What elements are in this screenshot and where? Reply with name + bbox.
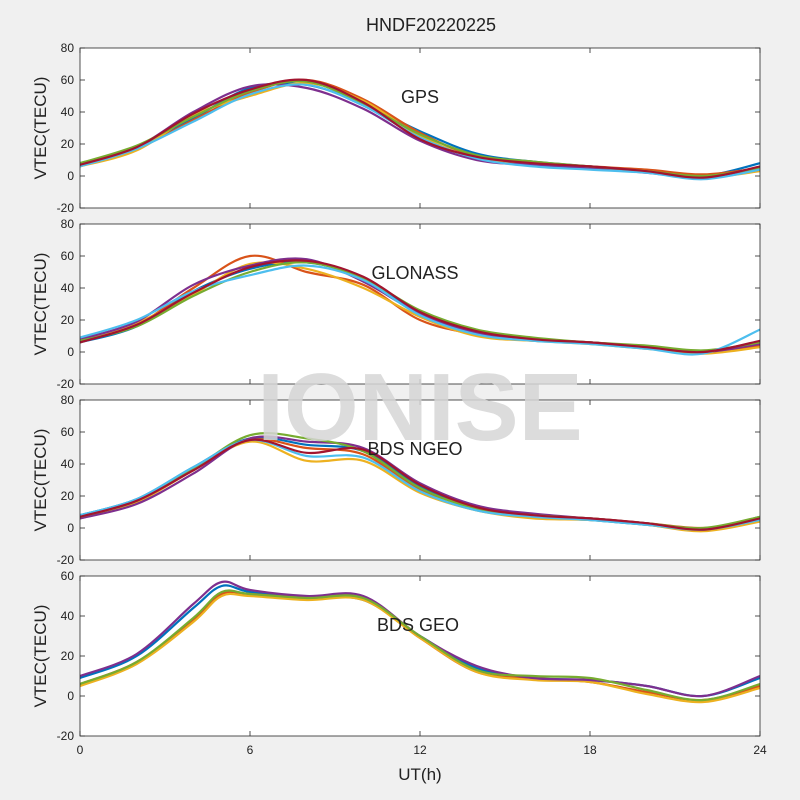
y-tick-label: 0 [67, 521, 74, 535]
series-line [80, 438, 760, 531]
series-line [80, 592, 760, 704]
y-axis-label: VTEC(TECU) [31, 253, 50, 356]
series-line [80, 264, 760, 356]
plot-area [80, 48, 760, 208]
y-tick-label: 80 [61, 393, 75, 407]
series-line [80, 78, 760, 176]
x-tick-label: 24 [753, 743, 767, 757]
plot-area [80, 576, 760, 736]
panel-label: BDS NGEO [367, 439, 462, 459]
plot-area [80, 224, 760, 384]
y-tick-label: 0 [67, 345, 74, 359]
y-tick-label: 40 [61, 609, 75, 623]
y-tick-label: -20 [57, 377, 75, 391]
y-tick-label: 0 [67, 689, 74, 703]
figure-title: HNDF20220225 [366, 15, 496, 35]
y-tick-label: -20 [57, 553, 75, 567]
y-tick-label: 20 [61, 137, 75, 151]
series-group [80, 78, 760, 181]
panel-0: -20 0 20 40 60 80 VTEC(TECU) GPS [31, 41, 761, 215]
y-tick-label: 60 [61, 569, 75, 583]
y-tick-label: 40 [61, 457, 75, 471]
series-line [80, 83, 760, 181]
panel-1: -20 0 20 40 60 80 VTEC(TECU) GLONASS [31, 217, 761, 391]
y-tick-label: 20 [61, 649, 75, 663]
x-tick-label: 6 [247, 743, 254, 757]
x-tick-label: 18 [583, 743, 597, 757]
series-line [80, 589, 760, 702]
y-axis-label: VTEC(TECU) [31, 77, 50, 180]
panel-label: GPS [401, 87, 439, 107]
series-group [80, 254, 760, 356]
watermark: IONISE [257, 354, 582, 461]
y-tick-label: 20 [61, 313, 75, 327]
y-tick-label: 60 [61, 425, 75, 439]
y-tick-label: 0 [67, 169, 74, 183]
series-group [80, 432, 760, 533]
x-tick-label: 0 [77, 743, 84, 757]
panel-2: -20 0 20 40 60 80 VTEC(TECU) BDS NGEO [31, 393, 761, 567]
panel-label: GLONASS [371, 263, 458, 283]
y-tick-label: 80 [61, 217, 75, 231]
series-line [80, 78, 760, 179]
x-tick-label: 12 [413, 743, 427, 757]
panel-label: BDS GEO [377, 615, 459, 635]
y-tick-label: 60 [61, 73, 75, 87]
y-tick-label: -20 [57, 201, 75, 215]
y-tick-label: 20 [61, 489, 75, 503]
y-axis-label: VTEC(TECU) [31, 605, 50, 708]
y-tick-label: 40 [61, 105, 75, 119]
plot-area [80, 400, 760, 560]
series-line [80, 438, 760, 531]
y-tick-label: -20 [57, 729, 75, 743]
series-group [80, 580, 760, 704]
series-line [80, 259, 760, 354]
x-axis-label: UT(h) [398, 765, 441, 784]
series-line [80, 261, 760, 352]
y-tick-label: 40 [61, 281, 75, 295]
y-tick-label: 60 [61, 249, 75, 263]
y-axis-label: VTEC(TECU) [31, 429, 50, 532]
y-tick-label: 80 [61, 41, 75, 55]
